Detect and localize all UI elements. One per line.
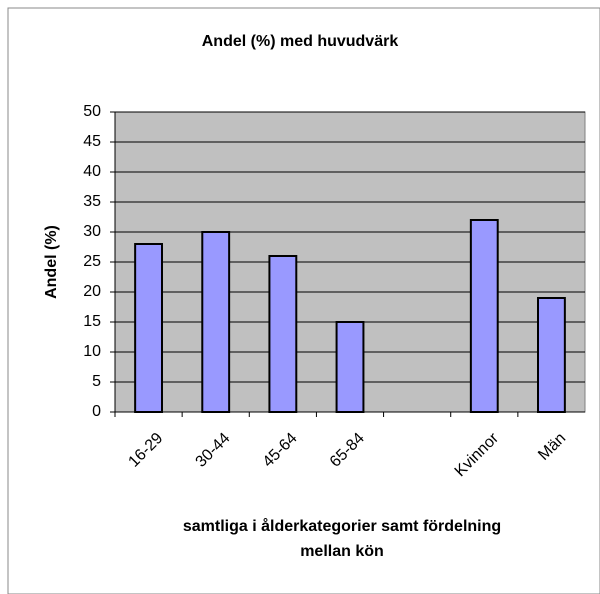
x-axis-title: samtliga i ålderkategorier samt fördelni… — [183, 517, 501, 535]
y-tick-label: 5 — [92, 373, 101, 390]
y-tick-label: 25 — [83, 253, 101, 270]
y-tick-label: 15 — [83, 313, 101, 330]
bar — [201, 231, 231, 413]
y-axis-title: Andel (%) — [43, 225, 60, 299]
y-tick-label: 20 — [83, 283, 101, 300]
x-axis-title: mellan kön — [300, 543, 384, 560]
bar — [268, 255, 298, 413]
y-tick-label: 45 — [83, 133, 101, 150]
bar — [134, 243, 163, 413]
bar — [469, 219, 499, 413]
y-tick-label: 0 — [92, 403, 101, 420]
bar — [335, 321, 365, 413]
y-tick-label: 50 — [83, 103, 101, 120]
chart-title: Andel (%) med huvudvärk — [202, 33, 399, 50]
y-tick-label: 10 — [83, 343, 101, 360]
bar — [537, 297, 566, 413]
y-tick-label: 30 — [83, 223, 101, 240]
y-tick-label: 35 — [83, 193, 101, 210]
y-tick-label: 40 — [83, 163, 101, 180]
